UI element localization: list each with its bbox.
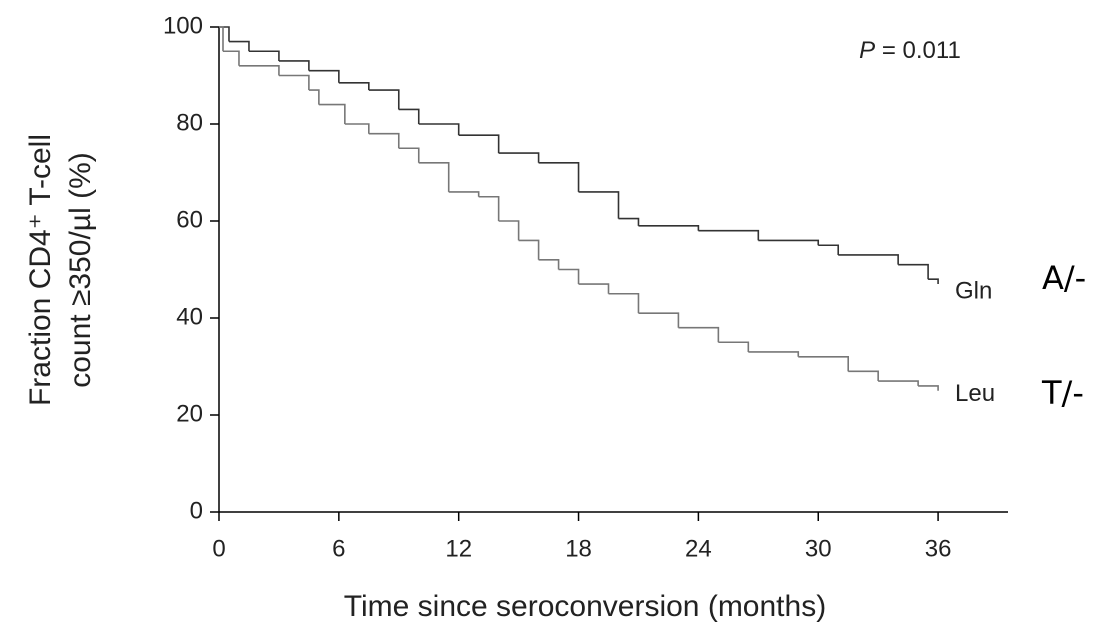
- y-tick-label: 60: [176, 206, 203, 233]
- x-tick-label: 0: [212, 535, 225, 562]
- survival-step: [538, 259, 560, 270]
- survival-step: [318, 103, 346, 124]
- survival-step: [838, 254, 899, 265]
- survival-step: [898, 263, 929, 280]
- survival-step: [418, 123, 460, 136]
- survival-step: [678, 326, 720, 343]
- y-axis-title: count ≥350/µl (%): [64, 152, 97, 388]
- p-value: P = 0.011: [859, 37, 961, 64]
- y-axis-title: Fraction CD4⁺ T-cell: [24, 134, 57, 406]
- survival-step: [798, 356, 850, 372]
- survival-step: [498, 152, 540, 163]
- survival-step: [228, 40, 250, 52]
- y-tick-label: 0: [190, 497, 203, 524]
- x-axis-title: Time since seroconversion (months): [344, 590, 826, 623]
- survival-step: [918, 385, 939, 391]
- allele-label: A/-: [1042, 259, 1086, 297]
- survival-step: [558, 268, 580, 285]
- survival-step: [638, 312, 680, 328]
- survival-step: [219, 26, 224, 52]
- survival-step: [928, 278, 939, 285]
- x-tick-label: 30: [805, 535, 832, 562]
- survival-step: [618, 217, 640, 226]
- x-tick-label: 6: [332, 535, 345, 562]
- survival-step: [398, 108, 420, 124]
- survival-step: [308, 69, 340, 83]
- survival-step: [222, 50, 240, 66]
- survival-step: [638, 225, 700, 231]
- survival-step: [448, 191, 480, 197]
- survival-step: [848, 370, 879, 382]
- survival-step: [578, 283, 610, 294]
- x-tick-label: 12: [445, 535, 472, 562]
- survival-step: [278, 74, 310, 91]
- series-label: Leu: [955, 380, 995, 407]
- survival-step: [518, 239, 540, 260]
- survival-step: [368, 132, 400, 149]
- survival-step: [248, 50, 280, 61]
- survival-step: [878, 380, 919, 386]
- x-tick-label: 18: [565, 535, 592, 562]
- allele-label: T/-: [1041, 374, 1084, 412]
- series-label: Gln: [955, 277, 992, 304]
- x-tick-label: 36: [925, 535, 952, 562]
- survival-step: [758, 239, 820, 246]
- survival-step: [718, 341, 750, 352]
- survival-step: [368, 89, 400, 110]
- y-tick-label: 20: [176, 400, 203, 427]
- survival-step: [398, 147, 420, 163]
- survival-step: [608, 292, 640, 314]
- survival-step: [578, 191, 620, 219]
- survival-step: [338, 81, 370, 91]
- survival-step: [219, 26, 230, 42]
- survival-step: [458, 134, 500, 154]
- y-tick-label: 40: [176, 303, 203, 330]
- survival-step: [238, 65, 280, 76]
- survival-step: [698, 229, 760, 241]
- p-text: = 0.011: [875, 37, 961, 64]
- survival-step: [818, 244, 840, 255]
- p-symbol: P: [859, 37, 875, 64]
- x-tick-label: 24: [685, 535, 712, 562]
- survival-step: [344, 123, 370, 134]
- y-tick-label: 100: [163, 12, 203, 39]
- survival-step: [278, 60, 310, 71]
- y-tick-label: 80: [176, 109, 203, 136]
- survival-step: [308, 89, 320, 105]
- survival-step: [498, 220, 520, 241]
- survival-step: [478, 195, 500, 221]
- survival-step: [538, 162, 580, 192]
- survival-step: [748, 351, 800, 357]
- survival-step: [418, 162, 450, 192]
